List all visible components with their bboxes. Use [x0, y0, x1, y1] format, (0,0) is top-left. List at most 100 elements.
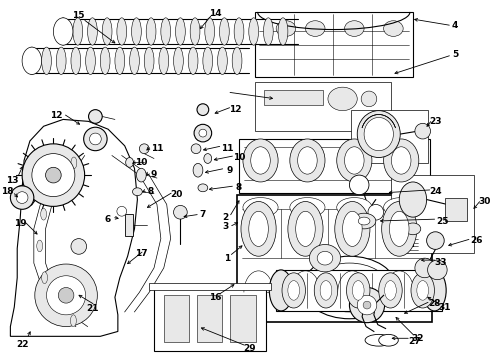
Ellipse shape: [22, 144, 85, 206]
Ellipse shape: [295, 211, 315, 247]
Ellipse shape: [84, 127, 107, 151]
Text: 33: 33: [434, 257, 446, 266]
Ellipse shape: [10, 186, 34, 209]
Ellipse shape: [243, 198, 278, 217]
Ellipse shape: [365, 334, 392, 346]
Text: 9: 9: [151, 170, 157, 179]
Text: 30: 30: [478, 197, 490, 206]
Ellipse shape: [415, 123, 431, 139]
Ellipse shape: [136, 168, 146, 182]
Ellipse shape: [364, 117, 393, 151]
Text: 32: 32: [412, 334, 424, 343]
Ellipse shape: [220, 18, 229, 45]
Ellipse shape: [310, 263, 389, 312]
Text: 18: 18: [1, 187, 14, 196]
Ellipse shape: [90, 133, 101, 145]
Ellipse shape: [204, 154, 212, 163]
Ellipse shape: [42, 272, 48, 284]
Ellipse shape: [251, 147, 270, 174]
Ellipse shape: [234, 18, 244, 45]
Ellipse shape: [144, 47, 154, 75]
Ellipse shape: [390, 211, 409, 247]
Ellipse shape: [349, 175, 369, 195]
Bar: [164, 295, 189, 342]
Text: 5: 5: [452, 50, 458, 59]
Ellipse shape: [379, 334, 398, 346]
Bar: [237, 195, 433, 322]
Ellipse shape: [382, 202, 417, 256]
Text: 11: 11: [221, 144, 234, 153]
Ellipse shape: [54, 298, 60, 310]
Text: 28: 28: [428, 298, 441, 307]
Text: 26: 26: [470, 236, 483, 245]
Ellipse shape: [317, 251, 333, 265]
Ellipse shape: [115, 47, 124, 75]
Ellipse shape: [249, 211, 269, 247]
Ellipse shape: [337, 198, 372, 217]
Ellipse shape: [344, 21, 364, 36]
Ellipse shape: [100, 47, 110, 75]
Ellipse shape: [428, 260, 447, 280]
Ellipse shape: [41, 208, 47, 220]
Ellipse shape: [205, 18, 215, 45]
Ellipse shape: [188, 47, 198, 75]
Ellipse shape: [191, 144, 201, 154]
Text: 24: 24: [429, 187, 441, 196]
Bar: [124, 214, 132, 236]
Text: 8: 8: [236, 183, 242, 192]
Ellipse shape: [161, 18, 171, 45]
Ellipse shape: [384, 21, 403, 36]
Bar: [239, 195, 430, 219]
Text: 31: 31: [438, 302, 450, 311]
Text: 23: 23: [429, 117, 441, 126]
Ellipse shape: [37, 240, 43, 252]
Ellipse shape: [346, 273, 370, 308]
Ellipse shape: [352, 213, 376, 229]
Ellipse shape: [337, 139, 372, 182]
Ellipse shape: [139, 144, 149, 154]
Text: 17: 17: [135, 249, 147, 258]
Text: 25: 25: [436, 216, 448, 225]
Text: 6: 6: [105, 215, 111, 224]
Text: 12: 12: [229, 105, 242, 114]
Ellipse shape: [117, 18, 126, 45]
Ellipse shape: [88, 18, 98, 45]
Text: 14: 14: [209, 9, 222, 18]
Ellipse shape: [175, 18, 185, 45]
Polygon shape: [10, 120, 137, 336]
Ellipse shape: [343, 211, 362, 247]
Text: 2: 2: [222, 213, 228, 222]
Ellipse shape: [349, 288, 385, 323]
Ellipse shape: [129, 47, 139, 75]
Ellipse shape: [415, 258, 435, 278]
Text: 11: 11: [151, 144, 163, 153]
Bar: [230, 295, 256, 342]
Ellipse shape: [190, 18, 200, 45]
Ellipse shape: [427, 232, 444, 249]
Text: 3: 3: [222, 222, 228, 231]
Ellipse shape: [417, 281, 429, 300]
Bar: [255, 82, 392, 131]
Ellipse shape: [193, 163, 203, 177]
Ellipse shape: [314, 273, 338, 308]
Bar: [149, 283, 271, 291]
Ellipse shape: [405, 223, 421, 235]
Ellipse shape: [335, 202, 370, 256]
Ellipse shape: [276, 21, 295, 36]
Text: 10: 10: [135, 158, 147, 167]
Ellipse shape: [55, 179, 61, 191]
Ellipse shape: [46, 167, 61, 183]
Ellipse shape: [358, 217, 370, 225]
Ellipse shape: [58, 288, 74, 303]
Ellipse shape: [132, 188, 142, 195]
Ellipse shape: [361, 91, 377, 107]
Text: 27: 27: [409, 337, 421, 346]
Ellipse shape: [199, 129, 207, 137]
Text: 4: 4: [452, 21, 458, 30]
Ellipse shape: [71, 157, 77, 169]
Ellipse shape: [173, 47, 183, 75]
Ellipse shape: [71, 315, 76, 327]
Ellipse shape: [379, 273, 402, 308]
Text: 15: 15: [73, 12, 85, 21]
Ellipse shape: [232, 47, 242, 75]
